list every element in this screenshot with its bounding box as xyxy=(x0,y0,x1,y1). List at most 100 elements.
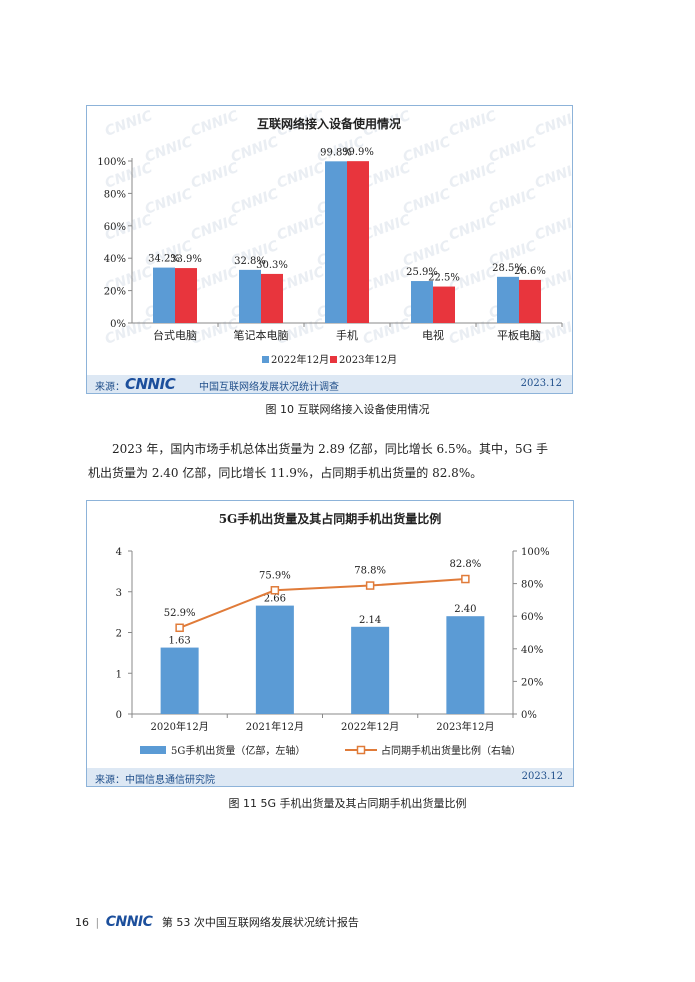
left-y-tick-label: 2 xyxy=(116,629,122,640)
bar xyxy=(433,286,455,323)
source-bar: 来源： 中国信息通信研究院 2023.12 xyxy=(87,768,573,786)
watermark-text: CNNIC xyxy=(447,160,499,192)
data-label: 25.9% xyxy=(406,267,438,278)
page-footer: 16 | CNNIC 第 53 次中国互联网络发展状况统计报告 xyxy=(75,914,359,930)
x-tick-label: 平板电脑 xyxy=(497,328,541,342)
bar xyxy=(446,616,485,714)
line-data-label: 52.9% xyxy=(164,608,196,619)
line-marker xyxy=(461,574,470,584)
watermark-text: CNNIC xyxy=(447,212,499,244)
paragraph-line-2: 机出货量为 2.40 亿部，同比增长 11.9%，占同期手机出货量的 82.8%… xyxy=(88,466,483,480)
chart-legend: 2022年12月 2023年12月 xyxy=(262,353,397,366)
left-y-tick-label: 4 xyxy=(116,547,122,558)
legend-label: 占同期手机出货量比例（右轴） xyxy=(381,744,521,757)
right-y-tick-label: 20% xyxy=(521,677,543,688)
watermark-text: CNNIC xyxy=(103,108,155,140)
bar xyxy=(497,276,519,323)
watermark-text: CNNIC xyxy=(229,186,281,218)
legend-swatch xyxy=(140,746,166,754)
y-tick-label: 60% xyxy=(104,222,126,233)
chart-title: 5G手机出货量及其占同期手机出货量比例 xyxy=(219,511,442,526)
data-label: 34.2% xyxy=(148,254,180,265)
legend-label: 2023年12月 xyxy=(339,353,397,366)
cnnic-logo: CNNIC xyxy=(125,375,176,393)
bar xyxy=(325,161,347,323)
watermark-text: CNNIC xyxy=(143,134,195,166)
body-paragraph: 2023 年，国内市场手机总体出货量为 2.89 亿部，同比增长 6.5%。其中… xyxy=(88,437,586,485)
source-bar: 来源： CNNIC 中国互联网络发展状况统计调查 2023.12 xyxy=(87,375,572,393)
right-y-tick-label: 100% xyxy=(521,547,550,558)
chart-legend: 5G手机出货量（亿部，左轴） 占同期手机出货量比例（右轴） xyxy=(140,744,521,757)
right-y-tick-label: 0% xyxy=(521,710,537,721)
device-usage-chart-panel: CNNIC CNNIC CNNIC CNNIC CNNIC CNNIC CNNIC CNNIC… xyxy=(86,105,625,394)
right-y-tick-label: 60% xyxy=(521,612,543,623)
footer-title: 第 53 次中国互联网络发展状况统计报告 xyxy=(161,916,359,929)
right-y-tick-label: 80% xyxy=(521,580,543,591)
page-number: 16 xyxy=(75,916,89,929)
watermark-text: CNNIC xyxy=(401,238,453,270)
y-tick-label: 40% xyxy=(104,254,126,265)
legend-marker xyxy=(356,745,366,755)
x-tick-label: 电视 xyxy=(422,328,444,342)
bar xyxy=(239,269,261,323)
line-marker xyxy=(175,623,184,633)
bar xyxy=(347,161,369,323)
line-marker xyxy=(365,581,375,590)
y-tick-label: 100% xyxy=(97,157,126,168)
line-data-label: 82.8% xyxy=(449,559,481,570)
ratio-line xyxy=(179,578,466,629)
data-label: 99.8% xyxy=(320,147,352,158)
y-tick-label: 80% xyxy=(104,189,126,200)
watermark-text: CNNIC xyxy=(189,212,241,244)
line-marker xyxy=(270,586,280,595)
source-text: 中国信息通信研究院 xyxy=(125,775,215,786)
source-date: 2023.12 xyxy=(521,771,563,782)
footer-logo: CNNIC xyxy=(105,914,153,930)
data-label: 26.6% xyxy=(514,266,546,277)
data-label: 33.9% xyxy=(170,254,202,265)
watermark-text: CNNIC xyxy=(143,186,195,218)
y-tick-label: 0% xyxy=(110,319,126,330)
watermark-text: CNNIC xyxy=(401,134,453,166)
x-tick-label: 手机 xyxy=(336,328,358,342)
watermark-text: CNNIC xyxy=(533,212,572,244)
watermark-text: CNNIC xyxy=(275,160,327,192)
x-tick-label: 2021年12月 xyxy=(246,720,304,733)
x-tick-label: 台式电脑 xyxy=(153,328,197,342)
x-tick-label: 笔记本电脑 xyxy=(234,328,289,342)
data-label: 32.8% xyxy=(234,256,266,267)
bar-data-label: 2.66 xyxy=(264,594,286,605)
source-label: 来源： xyxy=(95,382,125,393)
watermark-text: CNNIC xyxy=(275,212,327,244)
watermark-text: CNNIC xyxy=(533,108,572,140)
bar-data-label: 2.40 xyxy=(454,604,476,615)
figure-10-caption: 图 10 互联网络接入设备使用情况 xyxy=(265,403,430,416)
bar xyxy=(261,273,283,323)
x-tick-label: 2022年12月 xyxy=(341,720,399,733)
figure-11-caption: 图 11 5G 手机出货量及其占同期手机出货量比例 xyxy=(228,797,467,810)
data-label: 99.9% xyxy=(342,147,374,158)
y-tick-label: 20% xyxy=(104,287,126,298)
right-y-tick-label: 40% xyxy=(521,645,543,656)
line-data-label: 75.9% xyxy=(259,570,291,581)
left-y-tick-label: 0 xyxy=(116,710,122,721)
source-label: 来源： xyxy=(95,775,125,786)
line-data-label: 78.8% xyxy=(354,566,386,577)
paragraph-line-1: 2023 年，国内市场手机总体出货量为 2.89 亿部，同比增长 6.5%。其中… xyxy=(112,442,549,456)
left-y-tick-label: 3 xyxy=(116,588,122,599)
bar xyxy=(351,626,390,714)
bar-data-label: 1.63 xyxy=(168,636,190,647)
watermark-text: CNNIC xyxy=(189,108,241,140)
watermark-text: CNNIC xyxy=(401,186,453,218)
5g-shipment-chart-panel: 5G手机出货量及其占同期手机出货量比例 0 1 2 3 4 0% 20% 40% 60% 80% 1… xyxy=(86,500,574,787)
data-label: 22.5% xyxy=(428,273,460,284)
chart-title: 互联网络接入设备使用情况 xyxy=(257,116,401,131)
watermark-text: CNNIC xyxy=(487,186,539,218)
bar-data-label: 2.14 xyxy=(359,615,381,626)
bar xyxy=(153,267,175,323)
bar xyxy=(175,268,197,323)
bar xyxy=(255,605,294,714)
watermark-text: CNNIC xyxy=(487,134,539,166)
legend-label: 2022年12月 xyxy=(271,353,329,366)
